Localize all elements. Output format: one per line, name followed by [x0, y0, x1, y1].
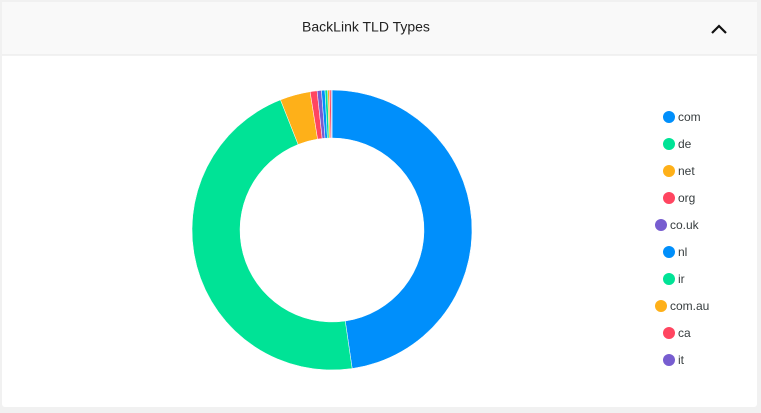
legend-marker — [655, 300, 667, 312]
legend-marker — [663, 354, 675, 366]
legend-label: com.au — [670, 299, 709, 313]
legend-marker — [655, 219, 667, 231]
legend-label: ir — [678, 272, 685, 286]
legend-marker — [663, 246, 675, 258]
legend-marker — [663, 165, 675, 177]
legend-label: ca — [678, 326, 691, 340]
legend-label: org — [678, 191, 695, 205]
donut-slice — [331, 89, 473, 369]
legend-marker — [663, 111, 675, 123]
legend-label: de — [678, 137, 692, 151]
collapse-toggle[interactable] — [711, 24, 727, 34]
legend-label: net — [678, 164, 695, 178]
card-header — [2, 2, 757, 55]
legend-marker — [663, 273, 675, 285]
legend-marker — [663, 327, 675, 339]
legend-label: it — [678, 353, 685, 367]
legend-label: nl — [678, 245, 687, 259]
legend-marker — [663, 138, 675, 150]
legend-marker — [663, 192, 675, 204]
donut-slice — [330, 89, 333, 139]
legend-label: co.uk — [670, 218, 700, 232]
card-title: BackLink TLD Types — [302, 19, 430, 35]
card-bg — [2, 2, 757, 407]
legend-label: com — [678, 110, 701, 124]
